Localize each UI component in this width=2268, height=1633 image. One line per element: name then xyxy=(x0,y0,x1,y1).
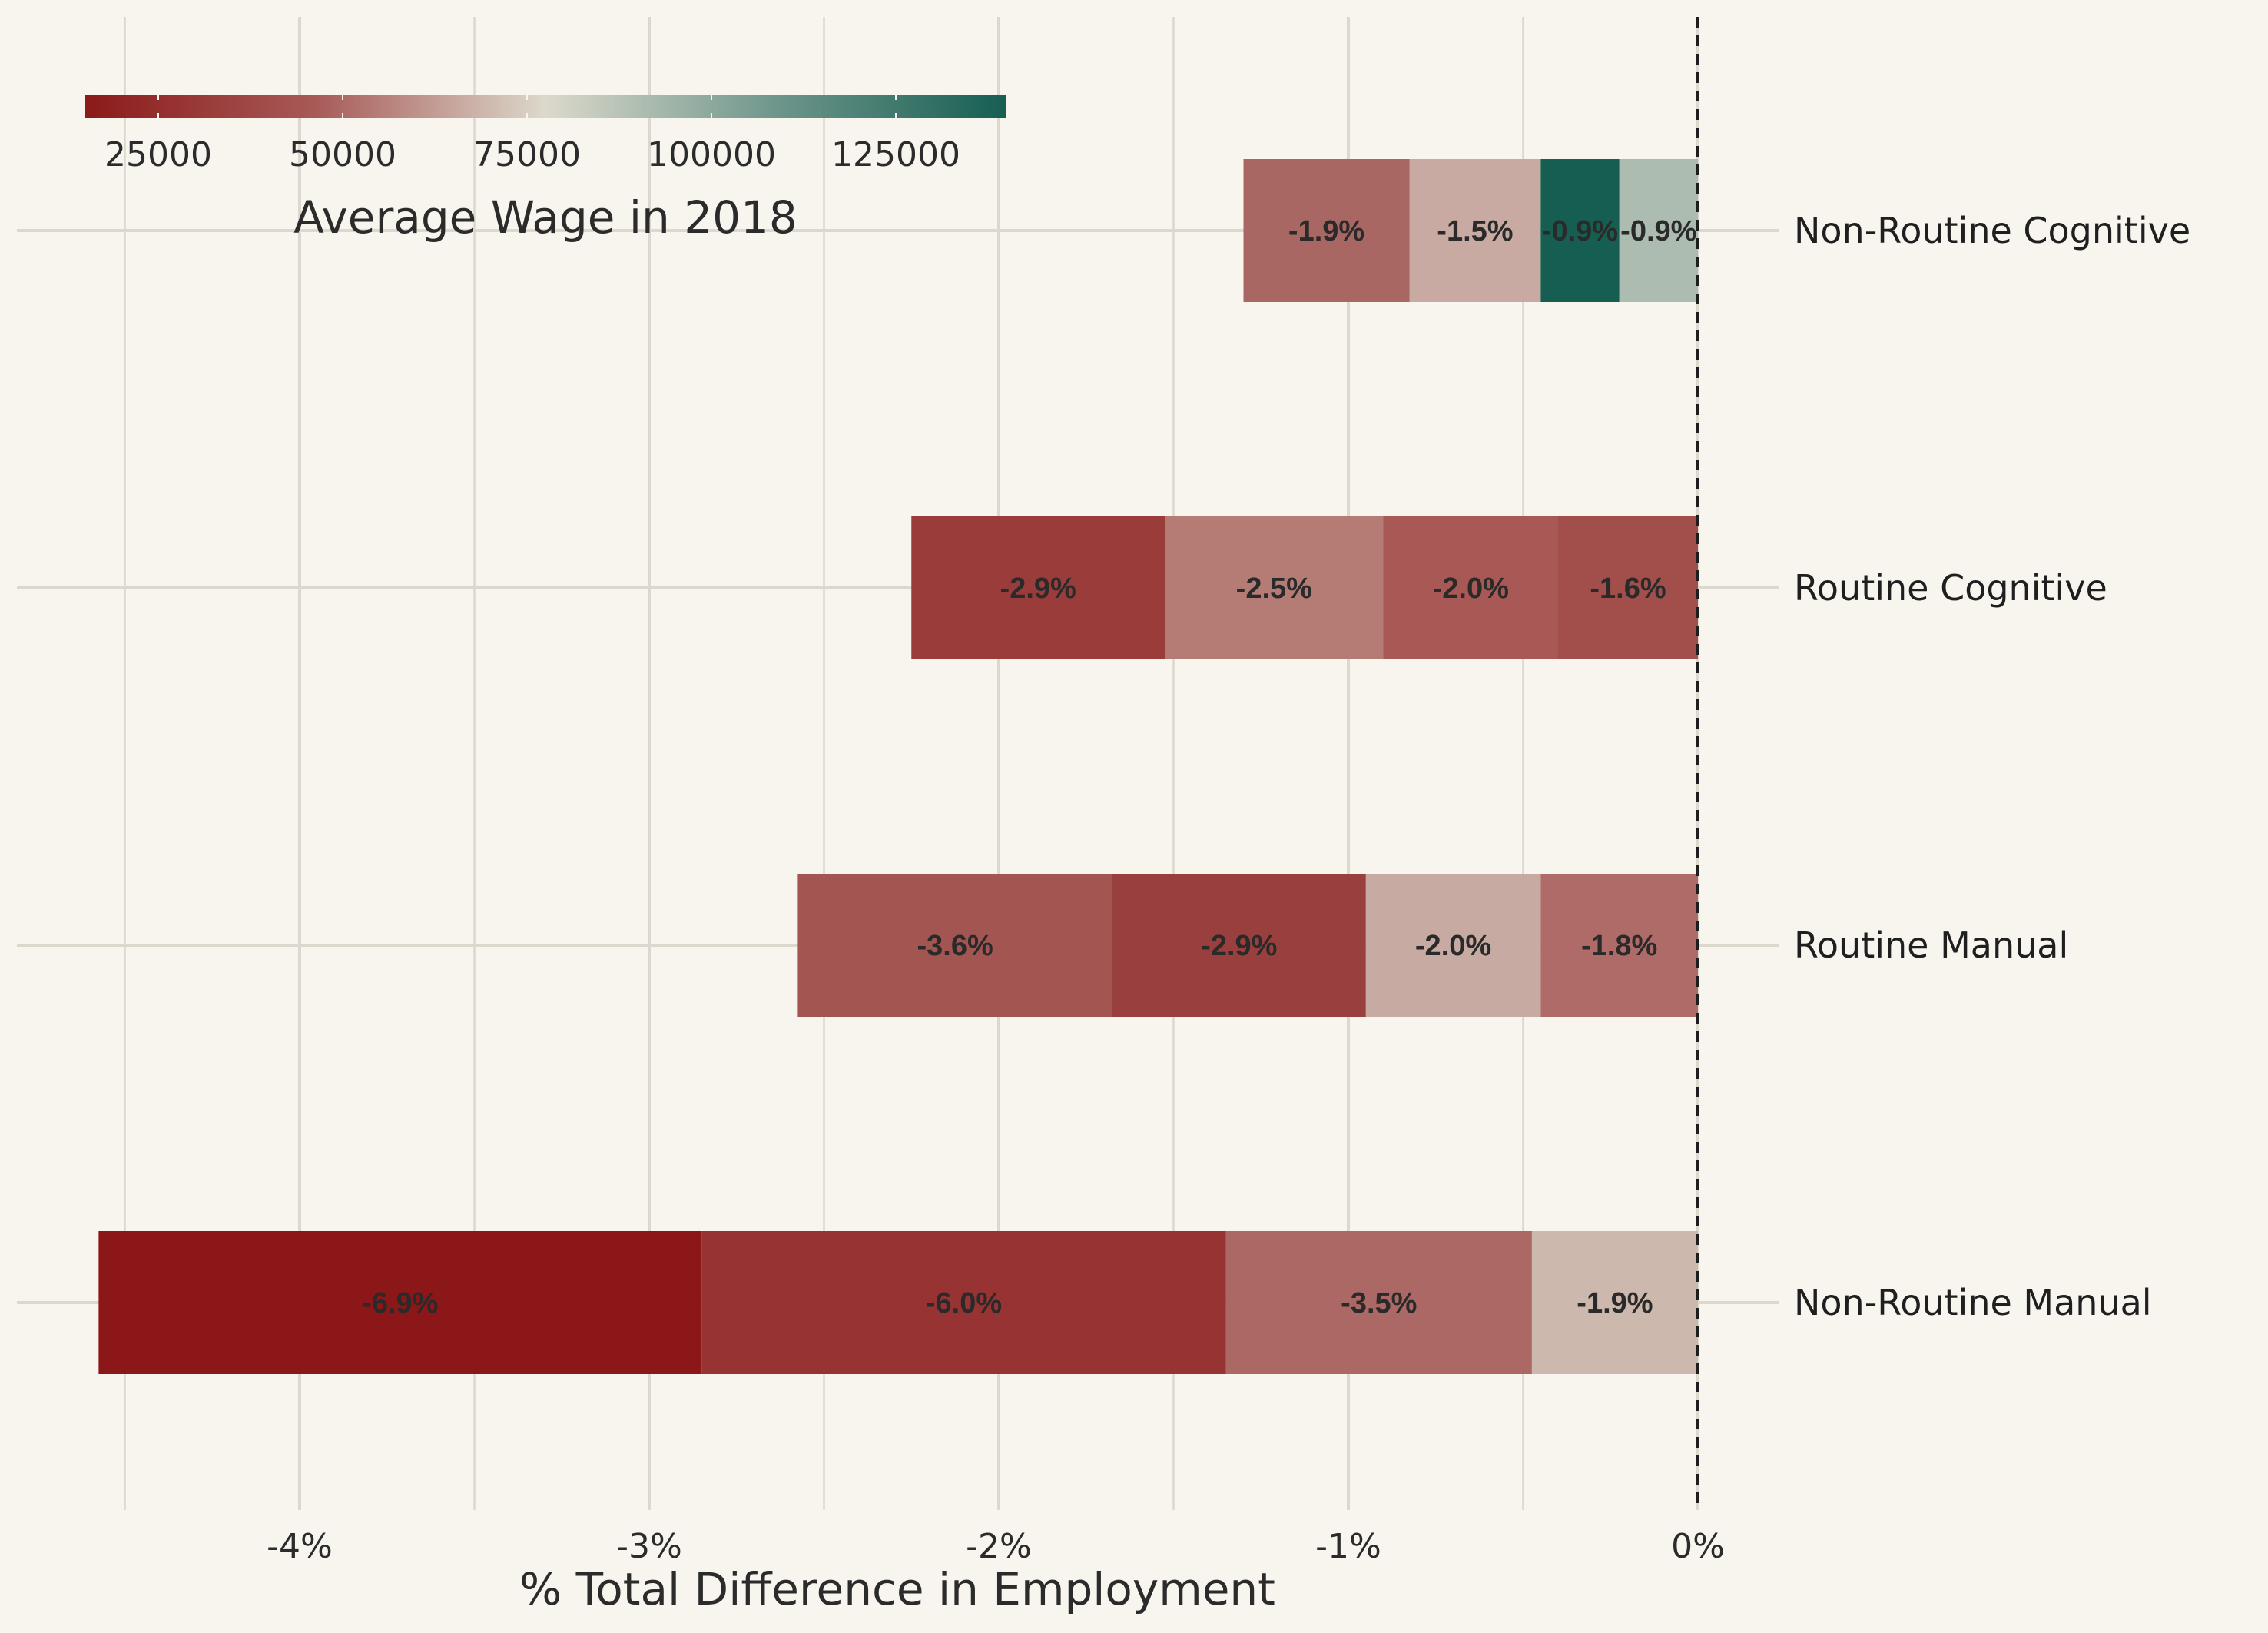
bar-group: -0.9%-0.9% -1.5% -1.9% xyxy=(1243,159,1698,302)
bar-value-label: -6.0% xyxy=(926,1287,1002,1319)
bar-value-label: -1.6% xyxy=(1590,573,1666,605)
legend-tick-label: 25000 xyxy=(104,135,212,174)
bar-value-label: -2.0% xyxy=(1415,930,1491,962)
bar-group: -1.6% -2.0% -2.5% -2.9% xyxy=(911,516,1698,659)
ticks-layer: -4% -3% -2% -1% 0% xyxy=(267,1527,1725,1566)
x-axis-title: % Total Difference in Employment xyxy=(519,1563,1275,1615)
bar-value-label: -1.9% xyxy=(1288,215,1364,247)
bar-value-label: -2.0% xyxy=(1433,573,1509,605)
x-tick-label: -2% xyxy=(966,1527,1032,1566)
legend-tick-label: 125000 xyxy=(831,135,960,174)
legend-tick-label: 100000 xyxy=(647,135,776,174)
legend-tick-label: 50000 xyxy=(289,135,396,174)
bar-segment xyxy=(1365,874,1541,1017)
bar-value-label: -6.9% xyxy=(362,1287,438,1319)
bar-value-label: -3.5% xyxy=(1341,1287,1417,1319)
legend-layer: 25000 50000 75000 100000 125000 Average Wage… xyxy=(85,95,1006,244)
x-tick-label: -1% xyxy=(1315,1527,1381,1566)
bar-value-label: -0.9% xyxy=(1620,215,1696,247)
bar-segment xyxy=(797,874,1112,1017)
category-label: Routine Manual xyxy=(1794,924,2068,966)
bar-segment xyxy=(701,1231,1226,1374)
bar-segment xyxy=(1531,1231,1698,1374)
bars-layer: -0.9%-0.9% -1.5% -1.9% -1.6% -2.0% -2.5% -2.9%… xyxy=(98,159,1698,1374)
bar-segment xyxy=(1225,1231,1532,1374)
bar-segment xyxy=(1540,874,1698,1017)
bar-segment xyxy=(98,1231,702,1374)
x-tick-label: -3% xyxy=(616,1527,682,1566)
bar-segment xyxy=(1409,159,1541,302)
bar-segment xyxy=(1165,516,1384,659)
x-tick-label: -4% xyxy=(267,1527,333,1566)
x-tick-label: 0% xyxy=(1671,1527,1725,1566)
bar-segment xyxy=(1540,159,1620,302)
legend-ticks: 25000 50000 75000 100000 125000 xyxy=(104,95,960,174)
bar-segment xyxy=(1112,874,1366,1017)
bar-segment xyxy=(911,516,1166,659)
bar-value-label: -1.9% xyxy=(1577,1287,1653,1319)
legend-title: Average Wage in 2018 xyxy=(293,191,797,244)
bar-value-label: -1.5% xyxy=(1437,215,1513,247)
category-label: Non-Routine Manual xyxy=(1794,1282,2152,1323)
bar-value-label: -2.9% xyxy=(1000,573,1076,605)
bar-value-label: -2.9% xyxy=(1201,930,1277,962)
cats-layer: Non-Routine Cognitive Routine Cognitive Ro… xyxy=(1794,210,2190,1323)
legend-tick-label: 75000 xyxy=(473,135,581,174)
bar-value-label: -1.8% xyxy=(1581,930,1657,962)
legend-colorbar xyxy=(85,95,1006,118)
bar-segment xyxy=(1619,159,1698,302)
bar-value-label: -3.6% xyxy=(917,930,993,962)
category-label: Routine Cognitive xyxy=(1794,567,2107,609)
bar-value-label: -0.9% xyxy=(1542,215,1618,247)
bar-segment xyxy=(1383,516,1558,659)
category-label: Non-Routine Cognitive xyxy=(1794,210,2190,251)
bar-group: -1.8% -2.0% -2.9% -3.6% xyxy=(797,874,1698,1017)
bar-group: -1.9% -3.5% -6.0% -6.9% xyxy=(98,1231,1698,1374)
bar-value-label: -2.5% xyxy=(1236,573,1312,605)
bar-segment xyxy=(1243,159,1410,302)
bar-segment xyxy=(1558,516,1698,659)
